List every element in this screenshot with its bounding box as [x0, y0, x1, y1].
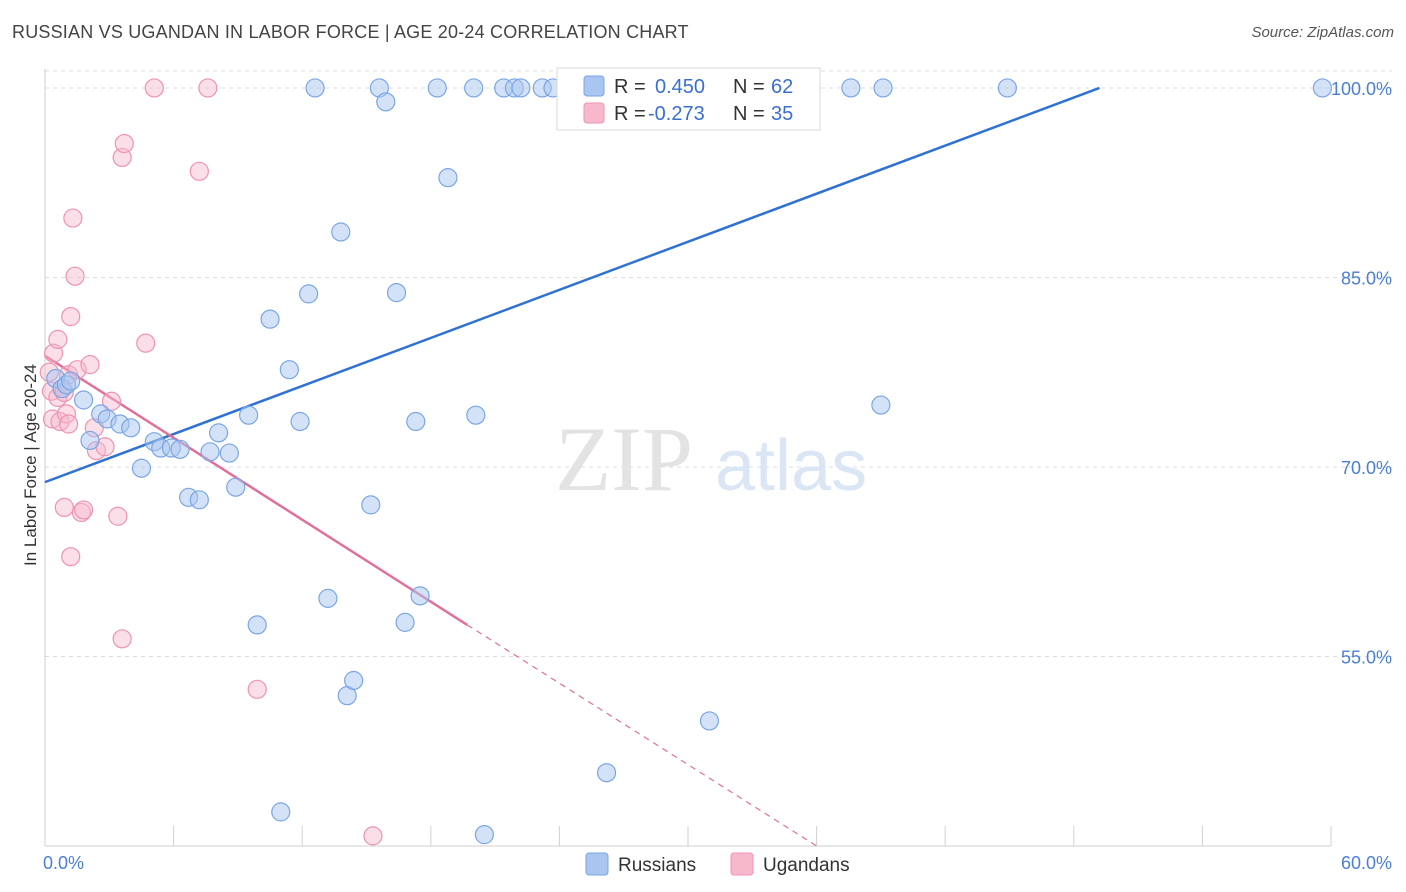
russian-point-44: [474, 825, 494, 845]
legend-ugandans-n: 35: [771, 103, 793, 125]
y-tick-label-2: 85.0%: [1341, 268, 1392, 288]
russian-point-39: [410, 586, 430, 606]
russian-point-27: [299, 284, 319, 304]
legend-ugandans-n-label: N =: [733, 103, 765, 125]
ugandan-point-24: [108, 506, 128, 526]
legend-russians-n: 62: [771, 76, 793, 98]
russian-point-18: [209, 423, 229, 443]
ugandans-trend-extension: [466, 624, 817, 847]
russian-point-58: [871, 395, 891, 415]
bottom-legend-russians: Russians: [618, 855, 696, 876]
legend-ugandans-swatch: [583, 102, 605, 124]
russian-point-29: [318, 588, 338, 608]
watermark-zip: ZIP: [555, 408, 693, 510]
russian-point-40: [427, 78, 447, 98]
russian-point-4: [73, 390, 94, 410]
y-tick-labels: 55.0% 70.0% 85.0% 100.0%: [1331, 79, 1392, 668]
ugandan-point-8: [54, 497, 74, 518]
russian-point-22: [247, 615, 267, 635]
ugandan-point-14: [63, 208, 83, 228]
russian-point-52: [596, 763, 617, 783]
bottom-legend: Russians Ugandans: [585, 852, 850, 876]
ugandan-point-28: [136, 333, 156, 353]
ugandan-point-5: [48, 329, 68, 349]
y-axis-label: In Labor Force | Age 20-24: [21, 364, 40, 566]
russian-point-59: [873, 78, 893, 98]
legend-russians-swatch: [583, 75, 605, 97]
x-tick-min: 0.0%: [43, 853, 84, 873]
ugandan-point-15: [65, 266, 85, 286]
bottom-legend-russians-swatch: [585, 852, 609, 876]
russians-trend-line: [44, 86, 1100, 484]
russian-point-23: [260, 309, 280, 329]
russian-point-41: [438, 168, 458, 188]
bottom-legend-ugandans-swatch: [730, 852, 754, 876]
legend-russians-r: 0.450: [655, 76, 705, 98]
ugandan-point-32: [247, 679, 267, 699]
legend-russians-r-label: R =: [614, 76, 646, 98]
russian-point-37: [395, 612, 415, 632]
ugandan-point-10: [58, 414, 79, 434]
russian-point-33: [361, 495, 381, 515]
russian-point-20: [226, 477, 246, 497]
russian-point-24: [271, 802, 291, 822]
russian-point-9: [121, 418, 141, 438]
bottom-legend-ugandans: Ugandans: [763, 855, 850, 876]
legend-russians-n-label: N =: [733, 76, 765, 98]
russian-point-61: [1312, 78, 1333, 98]
ugandan-point-23: [101, 391, 122, 411]
y-tick-label-3: 100.0%: [1331, 79, 1392, 99]
russian-point-47: [511, 78, 531, 98]
top-legend: R = 0.450 N = 62 R = -0.273 N = 35: [556, 67, 821, 131]
russian-point-60: [997, 78, 1017, 98]
russian-point-5: [80, 430, 100, 451]
ugandan-point-25: [112, 147, 132, 168]
russian-point-17: [200, 442, 220, 462]
russian-point-25: [279, 360, 299, 380]
y-tick-label-1: 70.0%: [1341, 458, 1392, 478]
russian-point-38: [406, 411, 426, 432]
ugandan-point-17: [71, 502, 92, 523]
y-tick-label-0: 55.0%: [1341, 647, 1392, 667]
grid-lines: [45, 70, 1392, 657]
russian-point-32: [344, 670, 364, 691]
ugandan-point-13: [61, 307, 81, 327]
russian-point-21: [239, 405, 259, 425]
russian-point-3: [61, 371, 81, 391]
ugandans-trend-line: [44, 354, 468, 626]
legend-ugandans-r-label: R =: [614, 103, 646, 125]
axes: [44, 69, 1332, 847]
russian-point-16: [189, 490, 209, 510]
russian-point-28: [305, 78, 325, 98]
russian-point-36: [386, 283, 407, 303]
ugandan-point-31: [198, 78, 218, 98]
watermark: ZIP atlas: [555, 408, 867, 510]
x-tick-max: 60.0%: [1341, 853, 1392, 873]
russian-point-42: [464, 78, 484, 98]
ugandan-point-27: [114, 133, 134, 154]
watermark-atlas: atlas: [715, 426, 867, 506]
ugandan-point-12: [61, 547, 81, 567]
chart-title: RUSSIAN VS UGANDAN IN LABOR FORCE | AGE …: [12, 22, 689, 42]
trend-lines: [44, 86, 1100, 847]
russian-point-26: [290, 411, 310, 432]
russian-point-14: [170, 439, 190, 459]
ugandan-point-29: [144, 78, 164, 98]
russian-point-30: [331, 222, 351, 242]
russian-point-55: [699, 711, 720, 731]
legend-ugandans-r: -0.273: [648, 103, 705, 125]
ugandan-point-30: [189, 161, 209, 181]
points-ugandans: [39, 78, 383, 846]
russian-point-19: [219, 443, 239, 463]
ugandan-point-26: [112, 629, 132, 649]
ugandan-point-19: [80, 355, 100, 375]
chart-source: Source: ZipAtlas.com: [1251, 24, 1394, 41]
russian-point-10: [131, 458, 152, 478]
russian-point-43: [466, 405, 486, 425]
ugandan-point-33: [363, 826, 383, 846]
ugandan-point-18: [73, 500, 94, 520]
russian-point-57: [841, 78, 861, 98]
russian-point-35: [376, 92, 396, 112]
